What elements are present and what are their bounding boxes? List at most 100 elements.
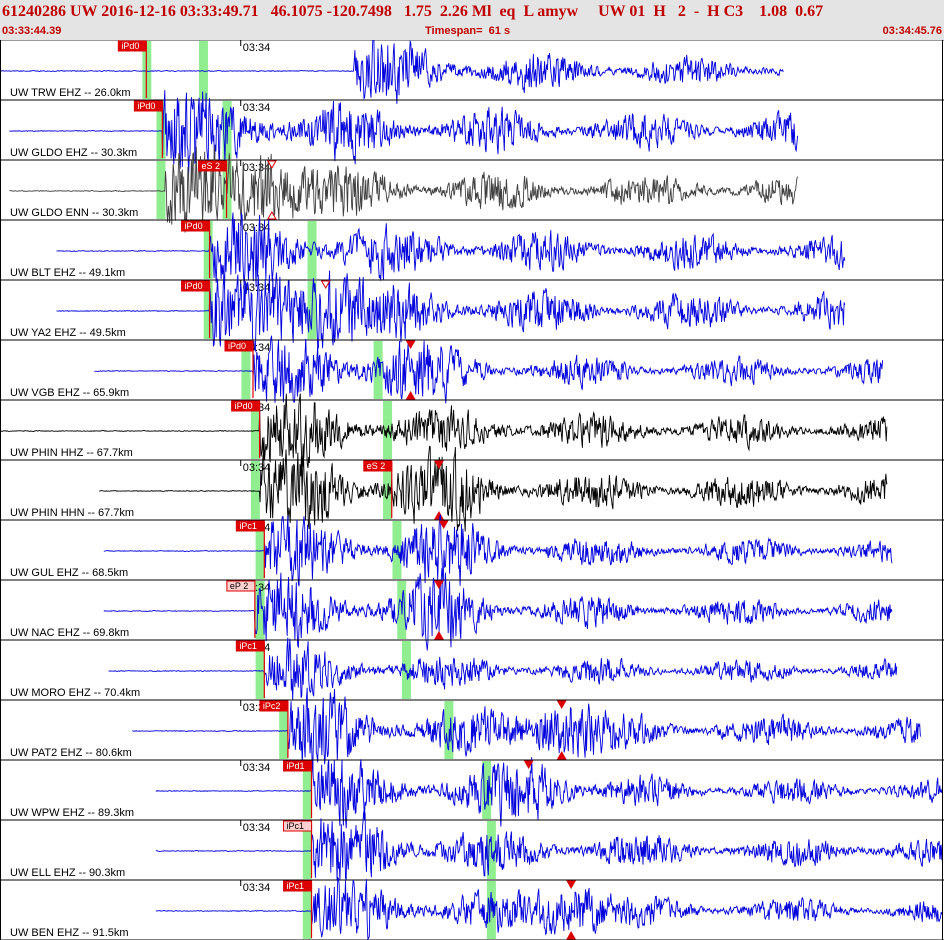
waveform-line <box>108 637 898 700</box>
pick-flag[interactable] <box>283 760 313 772</box>
p-window <box>241 341 251 399</box>
trace-row[interactable]: 03:34 iPc1 UW ELL EHZ -- 90.3km <box>0 811 944 881</box>
trace-row[interactable]: 03:34 eS 2 UW GLDO ENN -- 30.3km <box>0 146 944 233</box>
waveform-line <box>155 811 943 881</box>
timespan-label: Timespan= 61 s <box>425 25 511 37</box>
pick-flag[interactable] <box>231 400 261 412</box>
amplitude-marker-top[interactable] <box>434 460 444 470</box>
waveform-line <box>103 514 893 587</box>
pick-flag[interactable] <box>117 40 147 52</box>
p-window <box>255 581 265 639</box>
pick-flag[interactable] <box>224 340 254 352</box>
waveform-line <box>9 90 799 176</box>
trace-row[interactable]: 03:34 iPc1 UW BEN EHZ -- 91.5km <box>0 876 944 940</box>
trace-row[interactable]: 03:34 iPd0 UW GLDO EHZ -- 30.3km <box>0 90 944 176</box>
pick-flag[interactable] <box>181 220 211 232</box>
amplitude-marker-bottom[interactable] <box>434 630 444 640</box>
station-label: UW NAC EHZ -- 69.8km <box>10 627 129 639</box>
waveform-line <box>9 146 799 233</box>
pick-label: iPc1 <box>287 821 305 831</box>
minute-tick-label: 03:34 <box>243 462 271 474</box>
pick-label: iPc1 <box>287 881 305 891</box>
pick-label: eS 2 <box>367 461 386 471</box>
station-label: UW PAT2 EHZ -- 80.6km <box>10 747 132 759</box>
station-label: UW TRW EHZ -- 26.0km <box>10 87 131 99</box>
waveform-line <box>0 393 888 469</box>
amplitude-marker-top[interactable] <box>434 580 444 590</box>
waveform-line <box>155 757 943 829</box>
p-window <box>203 221 213 279</box>
waveform-line <box>103 567 893 651</box>
waveform-line <box>56 270 846 353</box>
waveform-line <box>155 876 943 940</box>
event-title: 61240286 UW 2016-12-16 03:33:49.71 46.10… <box>2 3 824 20</box>
minute-tick-label: 03:34 <box>243 762 271 774</box>
pick-flag[interactable] <box>235 520 265 532</box>
trace-row[interactable]: 03:34 iPd0 UW TRW EHZ -- 26.0km <box>0 40 944 104</box>
amplitude-marker-bottom[interactable] <box>566 930 576 940</box>
amplitude-marker-top[interactable] <box>405 340 416 350</box>
pick-flag[interactable] <box>363 460 393 472</box>
amplitude-marker-bottom[interactable] <box>267 210 277 220</box>
pick-flag[interactable] <box>235 640 265 652</box>
trace-row[interactable]: 03:34 eS 2 UW PHIN HHN -- 67.7km <box>0 445 944 532</box>
p-window <box>250 401 260 459</box>
s-window <box>373 341 383 399</box>
amplitude-marker-bottom[interactable] <box>434 510 444 520</box>
pick-label: iPd0 <box>235 401 253 411</box>
station-label: UW GLDO ENN -- 30.3km <box>10 207 138 219</box>
pick-flag[interactable] <box>259 700 289 712</box>
trace-row[interactable]: 03:34 iPd0 UW BLT EHZ -- 49.1km <box>0 212 944 290</box>
p-window <box>203 281 213 339</box>
waveform-line <box>132 687 921 771</box>
s-window <box>198 41 208 99</box>
station-label: UW BEN EHZ -- 91.5km <box>10 927 129 939</box>
pick-label: iPd0 <box>121 41 139 51</box>
station-label: UW ELL EHZ -- 90.3km <box>10 867 125 879</box>
p-window <box>279 701 289 759</box>
waveform-line <box>0 40 784 104</box>
station-label: UW BLT EHZ -- 49.1km <box>10 267 125 279</box>
amplitude-marker-bottom[interactable] <box>556 750 567 760</box>
amplitude-marker-top[interactable] <box>523 760 534 770</box>
s-window <box>401 641 411 699</box>
minute-tick-label: 03:34 <box>243 162 271 174</box>
pick-flag[interactable] <box>181 280 211 292</box>
amplitude-marker-top[interactable] <box>556 700 567 710</box>
amplitude-marker-top[interactable] <box>267 160 277 170</box>
pick-flag[interactable] <box>198 160 228 172</box>
trace-row[interactable]: 03:34 iPd0 UW YA2 EHZ -- 49.5km <box>0 270 944 353</box>
amplitude-marker-top[interactable] <box>438 520 449 530</box>
minute-tick-label: 03:34 <box>243 42 271 54</box>
p-window <box>250 461 260 519</box>
amplitude-marker-top[interactable] <box>566 880 576 890</box>
trace-row[interactable]: 03:34 iPd1 UW WPW EHZ -- 89.3km <box>0 757 944 829</box>
pick-flag[interactable] <box>283 820 313 832</box>
pick-label: iPd0 <box>137 101 155 111</box>
minute-tick-label: 03:34 <box>243 282 271 294</box>
waveform-line <box>94 335 884 404</box>
trace-panel[interactable]: 03:34 iPd0 UW TRW EHZ -- 26.0km 03:34 iPd0 UW… <box>0 40 944 940</box>
pick-flag[interactable] <box>133 100 163 112</box>
station-label: UW PHIN HHN -- 67.7km <box>10 507 134 519</box>
pick-label: iPc2 <box>263 701 281 711</box>
pick-flag[interactable] <box>283 880 313 892</box>
minute-tick-label: 03:34 <box>243 882 271 894</box>
start-time: 03:33:44.39 <box>2 25 62 37</box>
p-window <box>255 521 265 579</box>
station-label: UW WPW EHZ -- 89.3km <box>10 807 134 819</box>
minute-tick-label: 03:34 <box>243 102 271 114</box>
pick-label: iPc1 <box>239 641 257 651</box>
station-label: UW MORO EHZ -- 70.4km <box>10 687 140 699</box>
pick-flag[interactable] <box>226 580 256 592</box>
trace-row[interactable]: 03:34 iPc2 UW PAT2 EHZ -- 80.6km <box>0 687 944 771</box>
amplitude-marker-bottom[interactable] <box>405 390 416 400</box>
amplitude-marker-top[interactable] <box>320 280 331 290</box>
minute-tick-label: 03:34 <box>243 822 271 834</box>
